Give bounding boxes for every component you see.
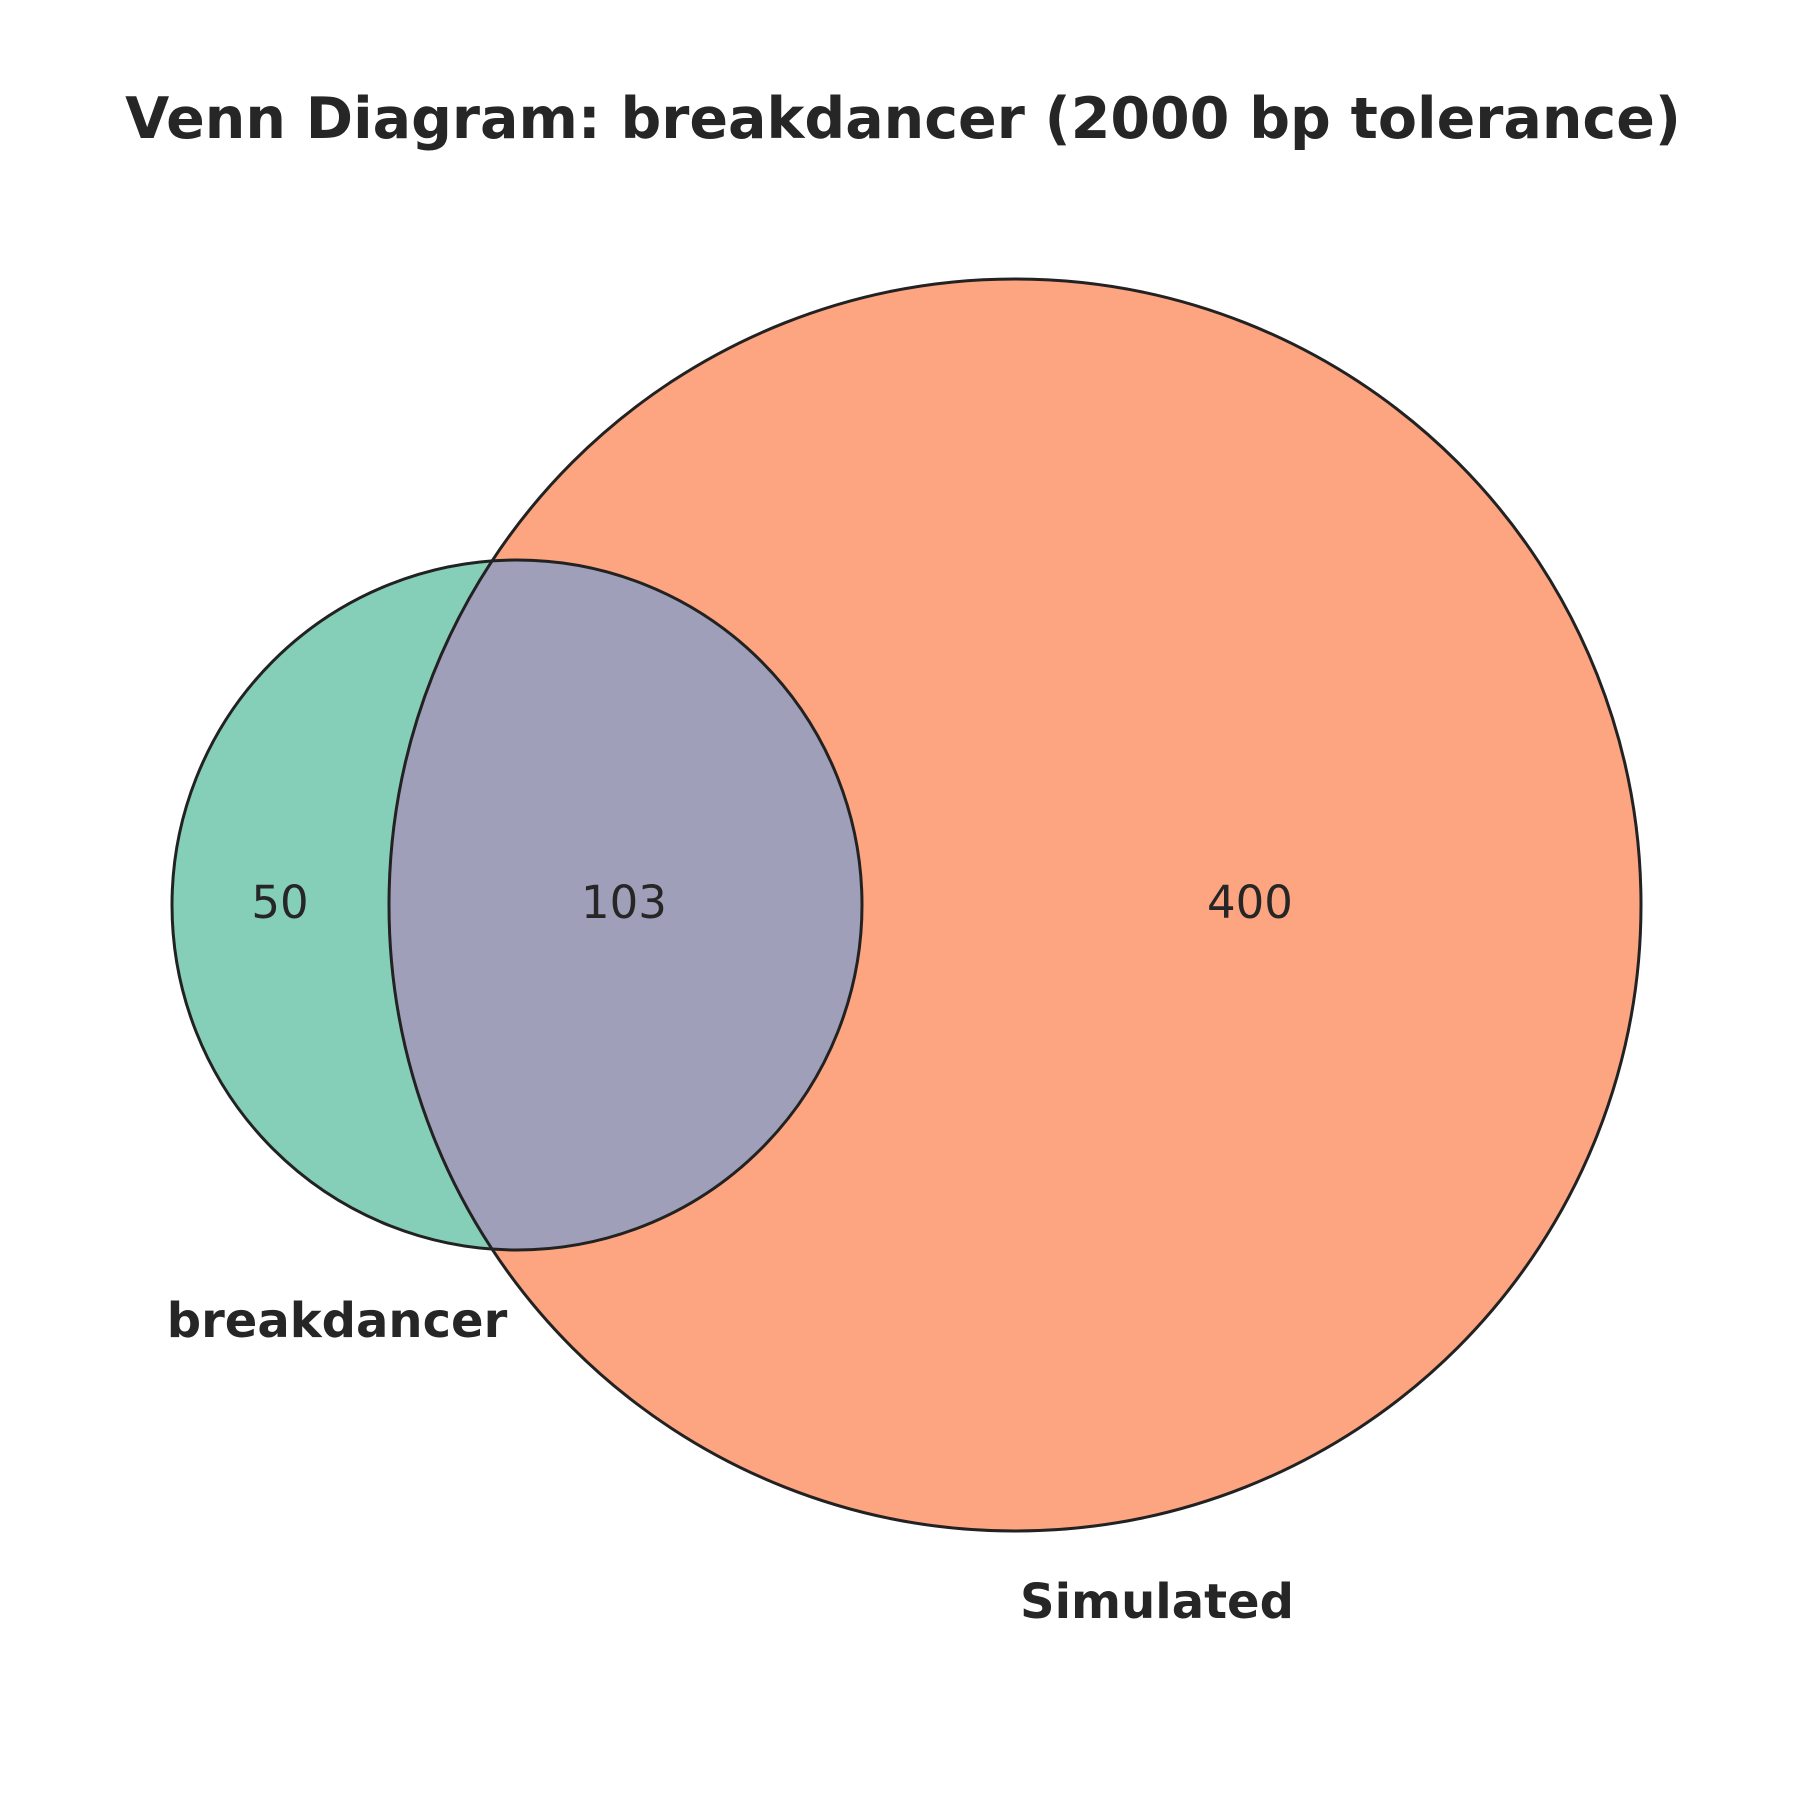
set-label-simulated: Simulated (1020, 1574, 1294, 1630)
region-count-breakdancer-only: 50 (251, 876, 308, 929)
set-circle-simulated (389, 279, 1641, 1531)
set-outline-breakdancer (170, 558, 864, 1252)
region-count-simulated-only: 400 (1207, 876, 1293, 929)
region-count-intersection: 103 (581, 876, 667, 929)
set-outline-simulated (387, 277, 1643, 1533)
diagram-title: Venn Diagram: breakdancer (2000 bp toler… (125, 86, 1681, 152)
set-label-breakdancer: breakdancer (167, 1293, 508, 1349)
